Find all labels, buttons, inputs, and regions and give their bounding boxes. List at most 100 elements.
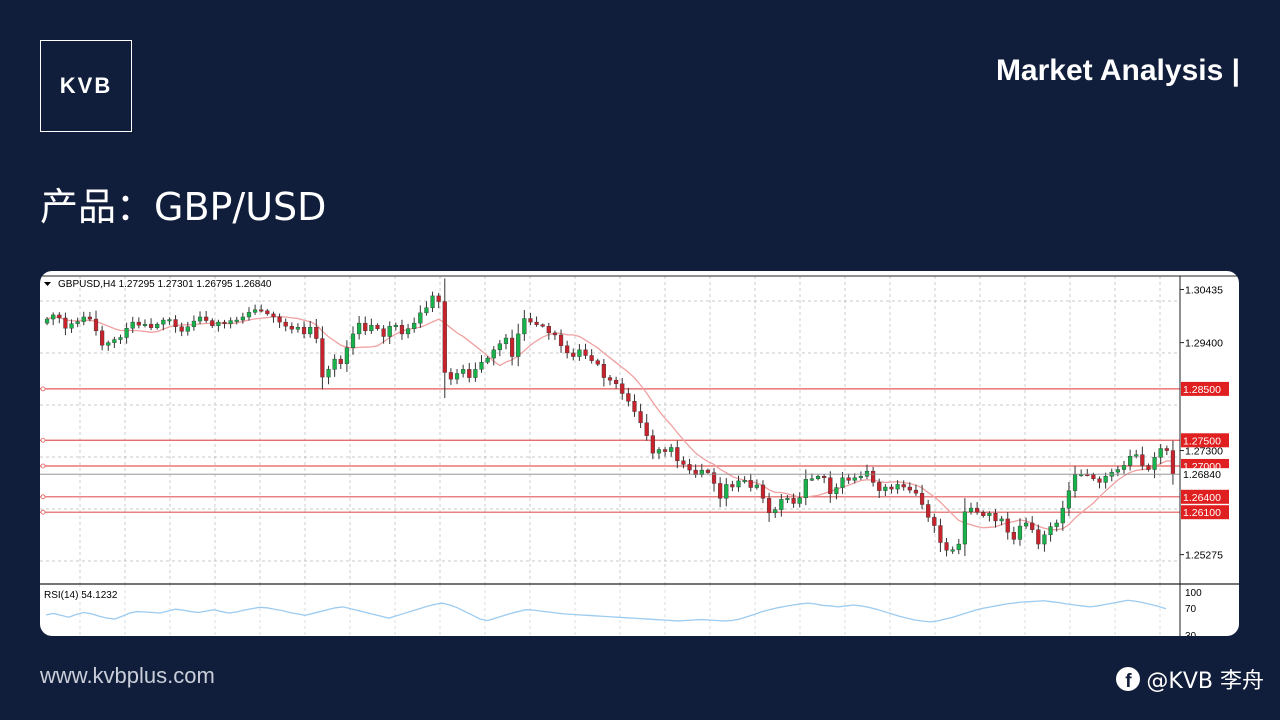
bear-candle	[314, 327, 319, 339]
chart-grid	[40, 276, 1180, 584]
bull-candle	[461, 369, 466, 374]
bull-candle	[1103, 476, 1108, 483]
bull-candle	[503, 337, 509, 344]
bull-candle	[234, 319, 239, 322]
bull-candle	[736, 480, 741, 488]
bear-candle	[57, 314, 62, 319]
price-tick-label: 1.25275	[1185, 550, 1223, 562]
bull-candle	[699, 469, 704, 475]
bull-candle	[75, 321, 80, 324]
bull-candle	[357, 322, 362, 335]
bear-candle	[448, 372, 454, 380]
bull-candle	[656, 449, 662, 454]
bull-candle	[155, 323, 160, 328]
rsi-tick-label: 70	[1185, 604, 1197, 615]
bull-candle	[1060, 507, 1065, 524]
kvb-logo[interactable]: KVB	[40, 40, 132, 132]
bear-candle	[546, 326, 551, 334]
price-chart-card: 1.28500 1.27500 1.27000 1.26400 1.26100 1.26…	[40, 271, 1239, 636]
bear-candle	[1030, 522, 1035, 530]
bear-candle	[136, 321, 141, 326]
bear-candle	[571, 352, 576, 357]
social-handle[interactable]: f @KVB 李舟	[1116, 663, 1264, 695]
bull-candle	[130, 321, 135, 329]
bull-candle	[803, 479, 808, 499]
product-title: 产品：GBP/USD	[40, 185, 327, 229]
bull-candle	[44, 318, 50, 324]
bear-candle	[730, 484, 735, 488]
bull-candle	[350, 333, 356, 348]
bear-candle	[632, 401, 637, 412]
bear-candle	[705, 469, 710, 473]
bull-candle	[962, 511, 967, 545]
bull-candle	[246, 312, 252, 318]
bear-candle	[528, 318, 533, 323]
facebook-icon: f	[1116, 667, 1141, 691]
bull-candle	[1128, 456, 1133, 466]
bear-candle	[766, 498, 772, 513]
bear-candle	[718, 483, 723, 499]
bear-candle	[662, 449, 668, 452]
level-price-tag	[1181, 381, 1229, 396]
bull-candle	[797, 497, 802, 504]
bull-candle	[742, 480, 747, 483]
level-anchor-dot	[40, 386, 46, 392]
bear-candle	[975, 507, 980, 513]
bear-candle	[693, 469, 698, 475]
bull-candle	[497, 343, 502, 351]
bear-candle	[558, 334, 564, 346]
bull-candle	[479, 361, 484, 370]
bear-candle	[100, 330, 105, 346]
bull-candle	[883, 486, 888, 491]
level-price-label: 1.26100	[1183, 507, 1221, 519]
ma-line	[46, 316, 1173, 531]
bull-candle	[987, 513, 992, 517]
bear-candle	[650, 435, 655, 454]
price-tick-label: 1.30435	[1185, 284, 1223, 296]
website-url[interactable]: www.kvbplus.com	[40, 663, 215, 688]
bull-candle	[1023, 522, 1029, 527]
bear-candle	[601, 364, 606, 378]
bull-candle	[253, 309, 258, 313]
bear-candle	[173, 319, 178, 327]
bull-candle	[295, 327, 301, 330]
bear-candle	[913, 489, 919, 494]
bear-candle	[760, 484, 766, 499]
header-title: Market Analysis |	[995, 54, 1240, 87]
rsi-polyline	[45, 599, 1167, 623]
bear-candle	[534, 321, 539, 325]
bear-candle	[1146, 465, 1151, 470]
current-price-label: 1.26840	[1183, 469, 1221, 481]
bear-candle	[791, 498, 796, 504]
bull-candle	[858, 476, 863, 478]
bull-candle	[106, 342, 111, 346]
level-anchor-dot	[40, 509, 46, 515]
level-anchor-dot	[40, 463, 46, 469]
bull-candle	[491, 349, 496, 359]
bull-candle	[815, 476, 821, 480]
bear-candle	[993, 513, 998, 522]
bear-candle	[595, 360, 600, 365]
candles	[44, 278, 1176, 557]
bear-candle	[1036, 529, 1041, 545]
bear-candle	[583, 349, 588, 356]
bear-candle	[338, 358, 343, 364]
bull-candle	[1121, 465, 1127, 470]
bull-candle	[968, 507, 974, 512]
bear-candle	[179, 326, 184, 332]
bull-candle	[999, 518, 1004, 522]
symbol-dropdown-icon[interactable]	[44, 282, 51, 286]
level-anchor-dot	[40, 494, 46, 500]
bear-candle	[846, 477, 851, 481]
bear-candle	[828, 477, 833, 494]
rsi-tick-label: 30	[1185, 631, 1197, 636]
bull-candle	[485, 357, 490, 363]
bull-candle	[326, 369, 331, 378]
bear-candle	[926, 504, 931, 518]
bear-candle	[442, 301, 447, 373]
bear-candle	[620, 383, 625, 394]
bear-candle	[1140, 454, 1145, 466]
bull-candle	[424, 307, 429, 314]
bear-candle	[1005, 518, 1010, 533]
